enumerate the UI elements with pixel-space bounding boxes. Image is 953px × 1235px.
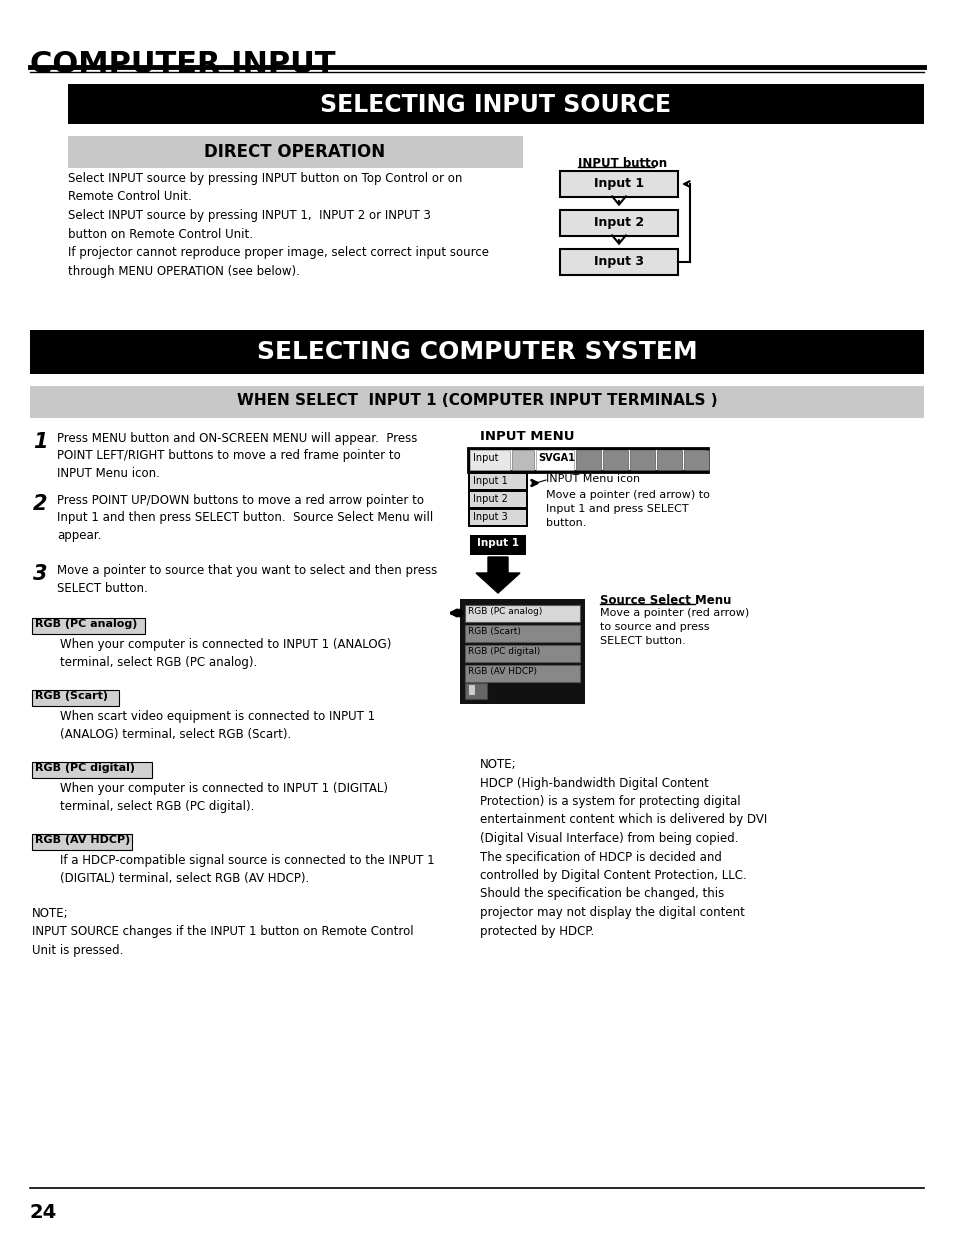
- Bar: [30, 387, 923, 417]
- Text: RGB (Scart): RGB (Scart): [468, 627, 520, 636]
- Text: Input: Input: [473, 453, 498, 463]
- Text: 24: 24: [30, 1203, 57, 1221]
- Text: Input 2: Input 2: [473, 494, 507, 504]
- Text: NOTE;
HDCP (High-bandwidth Digital Content
Protection) is a system for protectin: NOTE; HDCP (High-bandwidth Digital Conte…: [479, 758, 766, 937]
- Text: Press POINT UP/DOWN buttons to move a red arrow pointer to
Input 1 and then pres: Press POINT UP/DOWN buttons to move a re…: [57, 494, 433, 542]
- Text: 3: 3: [33, 564, 48, 584]
- Bar: [459, 599, 584, 704]
- Bar: [68, 84, 923, 124]
- Text: 2: 2: [33, 494, 48, 514]
- Text: RGB (AV HDCP): RGB (AV HDCP): [35, 835, 131, 845]
- Text: Source Select Menu: Source Select Menu: [599, 594, 731, 606]
- Polygon shape: [476, 557, 519, 593]
- Text: INPUT Menu icon: INPUT Menu icon: [545, 474, 639, 484]
- Text: Press MENU button and ON-SCREEN MENU will appear.  Press
POINT LEFT/RIGHT button: Press MENU button and ON-SCREEN MENU wil…: [57, 432, 417, 480]
- Text: COMPUTER INPUT: COMPUTER INPUT: [30, 49, 335, 79]
- Bar: [559, 170, 678, 198]
- Text: RGB (PC digital): RGB (PC digital): [468, 647, 539, 656]
- Bar: [464, 664, 579, 682]
- Bar: [30, 330, 923, 374]
- Bar: [536, 450, 574, 471]
- Text: RGB (PC digital): RGB (PC digital): [35, 763, 135, 773]
- Bar: [464, 683, 486, 699]
- Bar: [32, 690, 119, 706]
- Text: WHEN SELECT  INPUT 1 (COMPUTER INPUT TERMINALS ): WHEN SELECT INPUT 1 (COMPUTER INPUT TERM…: [236, 393, 717, 408]
- Text: Input 1: Input 1: [473, 475, 507, 487]
- Text: Input 1: Input 1: [594, 177, 643, 190]
- Text: If a HDCP-compatible signal source is connected to the INPUT 1
(DIGITAL) termina: If a HDCP-compatible signal source is co…: [60, 853, 435, 885]
- Bar: [470, 510, 525, 525]
- Bar: [32, 762, 152, 778]
- Bar: [464, 625, 579, 642]
- Bar: [470, 535, 525, 555]
- Bar: [464, 645, 579, 662]
- Text: Move a pointer to source that you want to select and then press
SELECT button.: Move a pointer to source that you want t…: [57, 564, 436, 594]
- Bar: [468, 448, 707, 472]
- Bar: [68, 136, 522, 168]
- Text: NOTE;
INPUT SOURCE changes if the INPUT 1 button on Remote Control
Unit is press: NOTE; INPUT SOURCE changes if the INPUT …: [32, 906, 414, 957]
- Text: Input 3: Input 3: [473, 513, 507, 522]
- Bar: [469, 685, 475, 695]
- Bar: [576, 450, 600, 471]
- Bar: [468, 472, 527, 527]
- Text: Input 3: Input 3: [594, 254, 643, 268]
- Bar: [470, 450, 510, 471]
- Text: INPUT button: INPUT button: [578, 157, 666, 170]
- Text: When your computer is connected to INPUT 1 (DIGITAL)
terminal, select RGB (PC di: When your computer is connected to INPUT…: [60, 782, 388, 813]
- Bar: [32, 618, 146, 634]
- Bar: [512, 450, 534, 471]
- Bar: [657, 450, 681, 471]
- Text: SELECTING COMPUTER SYSTEM: SELECTING COMPUTER SYSTEM: [256, 340, 697, 364]
- Bar: [464, 605, 579, 622]
- Text: 1: 1: [33, 432, 48, 452]
- Text: RGB (Scart): RGB (Scart): [35, 692, 108, 701]
- Bar: [559, 210, 678, 236]
- Bar: [683, 450, 708, 471]
- Bar: [470, 474, 525, 489]
- Text: RGB (PC analog): RGB (PC analog): [468, 606, 542, 616]
- Text: When your computer is connected to INPUT 1 (ANALOG)
terminal, select RGB (PC ana: When your computer is connected to INPUT…: [60, 638, 391, 669]
- Text: When scart video equipment is connected to INPUT 1
(ANALOG) terminal, select RGB: When scart video equipment is connected …: [60, 710, 375, 741]
- Text: SELECTING INPUT SOURCE: SELECTING INPUT SOURCE: [320, 93, 671, 117]
- Text: Input 2: Input 2: [594, 216, 643, 228]
- Text: INPUT MENU: INPUT MENU: [479, 430, 574, 443]
- Text: DIRECT OPERATION: DIRECT OPERATION: [204, 143, 385, 161]
- Bar: [470, 492, 525, 508]
- Text: Move a pointer (red arrow)
to source and press
SELECT button.: Move a pointer (red arrow) to source and…: [599, 608, 748, 646]
- Text: Move a pointer (red arrow) to
Input 1 and press SELECT
button.: Move a pointer (red arrow) to Input 1 an…: [545, 490, 709, 529]
- Bar: [602, 450, 627, 471]
- Bar: [559, 249, 678, 275]
- Bar: [629, 450, 655, 471]
- Bar: [32, 834, 132, 850]
- Text: Select INPUT source by pressing INPUT button on Top Control or on
Remote Control: Select INPUT source by pressing INPUT bu…: [68, 172, 489, 278]
- Text: RGB (PC analog): RGB (PC analog): [35, 619, 137, 629]
- Bar: [470, 450, 705, 471]
- Text: Input 1: Input 1: [476, 538, 518, 548]
- Text: SVGA1: SVGA1: [537, 453, 575, 463]
- Text: RGB (AV HDCP): RGB (AV HDCP): [468, 667, 537, 676]
